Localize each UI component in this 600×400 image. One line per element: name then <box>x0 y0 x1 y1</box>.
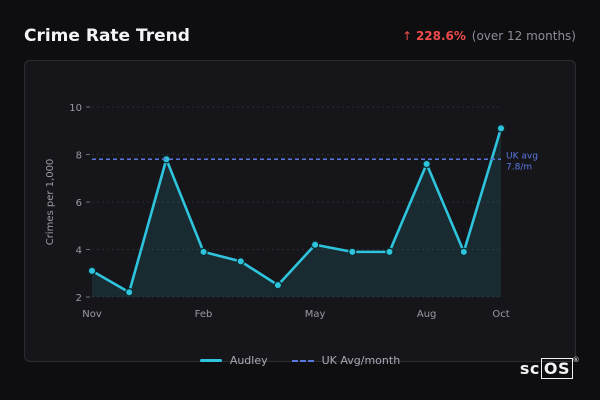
data-point <box>87 266 97 276</box>
data-point <box>496 124 506 133</box>
legend-item-series[interactable]: Audley <box>199 354 268 367</box>
change-period: (over 12 months) <box>471 29 576 43</box>
chart-card: 2 4 6 8 10 Nov Feb May Aug Oct Crimes per 1,000 UK … <box>24 60 576 362</box>
brand-registered-mark: ® <box>572 356 580 364</box>
x-tick-label: Oct <box>492 309 509 320</box>
data-point <box>273 280 283 290</box>
legend: Audley UK Avg/month <box>0 354 600 367</box>
y-tick-label: 2 <box>76 293 82 304</box>
legend-reference-label: UK Avg/month <box>321 354 401 367</box>
y-tick-label: 6 <box>76 198 82 209</box>
series-line <box>91 128 503 294</box>
x-tick-label: Feb <box>195 309 213 320</box>
brand-logo: sc OS ® <box>519 356 580 379</box>
legend-series-swatch <box>199 359 222 362</box>
brand-boxed: OS <box>540 358 573 379</box>
change-percentage: 228.6% <box>415 29 466 43</box>
legend-series-label: Audley <box>229 354 268 367</box>
trend-up-arrow: ↑ <box>402 29 413 43</box>
data-point <box>236 257 245 266</box>
series-area <box>92 128 501 297</box>
x-tick-label: Nov <box>82 309 102 320</box>
y-tick-label: 10 <box>69 103 82 114</box>
legend-reference-swatch <box>291 359 314 362</box>
chart-title: Crime Rate Trend <box>24 26 190 46</box>
data-point <box>124 288 134 297</box>
data-point <box>310 240 320 249</box>
y-axis-label: Crimes per 1,000 <box>45 159 56 246</box>
y-tick-label: 8 <box>76 151 82 162</box>
x-tick-label: May <box>305 309 326 320</box>
data-point <box>199 247 208 257</box>
x-tick-label: Aug <box>417 309 437 320</box>
data-point <box>348 247 357 257</box>
data-point <box>385 247 394 257</box>
brand-prefix: sc <box>519 359 540 378</box>
data-point <box>422 159 431 169</box>
reference-label-line2: 7.8/m <box>506 162 532 172</box>
line-chart: 2 4 6 8 10 Nov Feb May Aug Oct Crimes per 1,000 UK … <box>45 103 538 320</box>
y-tick-label: 4 <box>76 246 82 257</box>
reference-label-line1: UK avg <box>506 151 538 161</box>
data-point <box>459 247 469 257</box>
legend-item-reference[interactable]: UK Avg/month <box>291 354 401 367</box>
change-summary: ↑ 228.6% (over 12 months) <box>402 29 576 43</box>
